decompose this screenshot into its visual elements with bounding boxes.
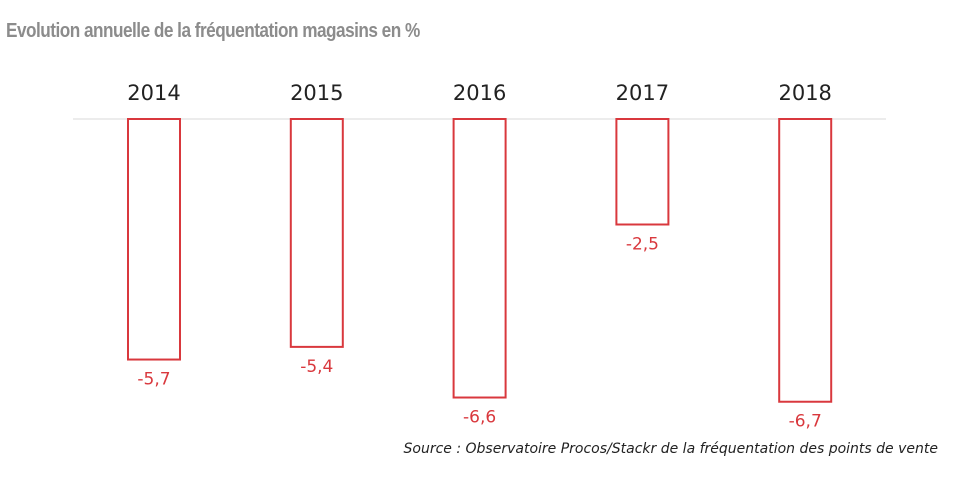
bar-2015 [289,118,344,348]
value-label-2014: -5,7 [137,370,170,390]
value-label-2015: -5,4 [300,357,333,377]
category-label-2016: 2016 [453,81,506,105]
bar-2014 [127,118,181,361]
chart-title: Evolution annuelle de la fréquentation m… [6,20,420,42]
category-label-2017: 2017 [616,81,669,105]
category-label-2018: 2018 [778,81,831,105]
source-note: Source : Observatoire Procos/Stackr de l… [403,441,938,457]
category-label-2015: 2015 [290,81,343,105]
bar-2016 [452,118,507,399]
value-label-2016: -6,6 [463,408,496,428]
bars-layer [127,118,833,403]
category-label-2014: 2014 [127,81,180,105]
value-label-2017: -2,5 [626,235,659,255]
bar-2018 [778,118,833,403]
value-label-2018: -6,7 [789,412,822,432]
bar-2017 [615,118,670,226]
